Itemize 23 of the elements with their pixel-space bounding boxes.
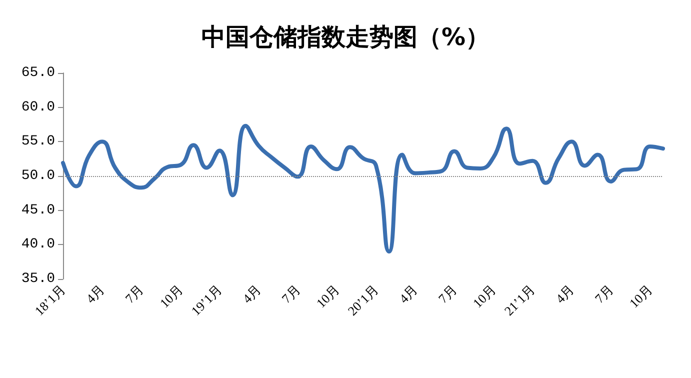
chart-title: 中国仓储指数走势图（%）: [201, 23, 490, 51]
x-tick-label: 7月: [592, 282, 616, 306]
y-tick-label: 55.0: [21, 134, 55, 150]
y-tick-label: 65.0: [21, 65, 55, 81]
x-tick-label: 21’1月: [501, 282, 538, 318]
x-tick-label: 4月: [396, 282, 420, 306]
y-tick-label: 40.0: [21, 236, 55, 253]
y-tick-label: 60.0: [21, 99, 55, 116]
x-tick-label: 4月: [240, 282, 264, 306]
line-series: [61, 124, 665, 254]
x-tick-label: 10月: [470, 282, 499, 311]
x-tick-label: 7月: [435, 282, 460, 306]
x-tick-label: 10月: [626, 282, 656, 311]
x-tick-label: 10月: [156, 282, 186, 311]
x-tick-label: 19’1月: [188, 282, 225, 318]
x-tick-label: 7月: [122, 282, 147, 306]
x-tick-label: 4月: [83, 282, 108, 306]
x-tick-label: 4月: [552, 282, 577, 306]
x-tick-label: 7月: [278, 282, 304, 306]
x-tick-label: 20’1月: [344, 282, 382, 318]
x-tick-label: 10月: [313, 282, 342, 311]
y-tick-label: 45.0: [21, 202, 55, 218]
y-tick-label: 50.0: [21, 168, 55, 184]
